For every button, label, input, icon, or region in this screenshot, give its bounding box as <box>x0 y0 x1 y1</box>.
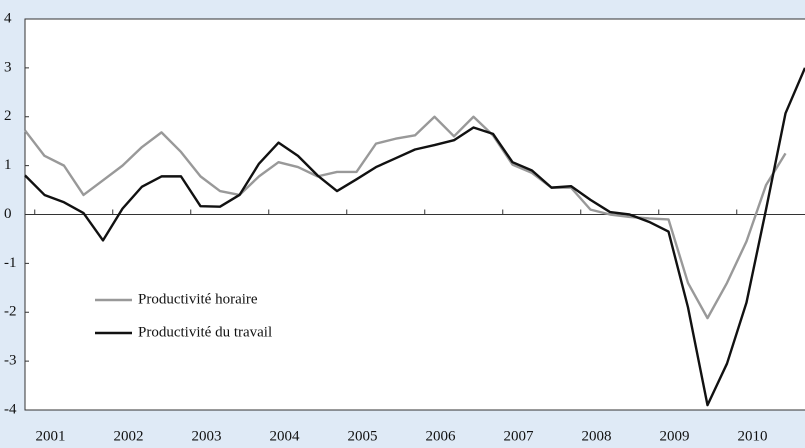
y-tick-label: 2 <box>4 108 12 124</box>
y-tick-label: -1 <box>4 255 17 271</box>
y-tick-label: -3 <box>4 353 17 369</box>
x-tick-label: 2008 <box>582 428 612 444</box>
x-tick-label: 2005 <box>348 428 378 444</box>
x-tick-label: 2007 <box>504 428 535 444</box>
y-tick-label: -4 <box>4 401 17 417</box>
x-tick-label: 2006 <box>426 428 457 444</box>
y-tick-label: 4 <box>4 10 12 26</box>
y-tick-label: 3 <box>4 59 12 75</box>
x-tick-label: 2002 <box>114 428 144 444</box>
legend-label: Productivité horaire <box>138 291 258 307</box>
y-tick-label: -2 <box>4 304 17 320</box>
x-tick-label: 2010 <box>738 428 768 444</box>
x-tick-label: 2003 <box>192 428 222 444</box>
x-tick-label: 2004 <box>270 428 301 444</box>
y-tick-label: 1 <box>4 157 12 173</box>
x-tick-label: 2001 <box>36 428 66 444</box>
series-line <box>24 67 805 407</box>
legend-label: Productivité du travail <box>138 324 272 340</box>
series-line <box>24 115 787 320</box>
x-tick-label: 2009 <box>660 428 690 444</box>
y-tick-label: 0 <box>4 206 12 222</box>
